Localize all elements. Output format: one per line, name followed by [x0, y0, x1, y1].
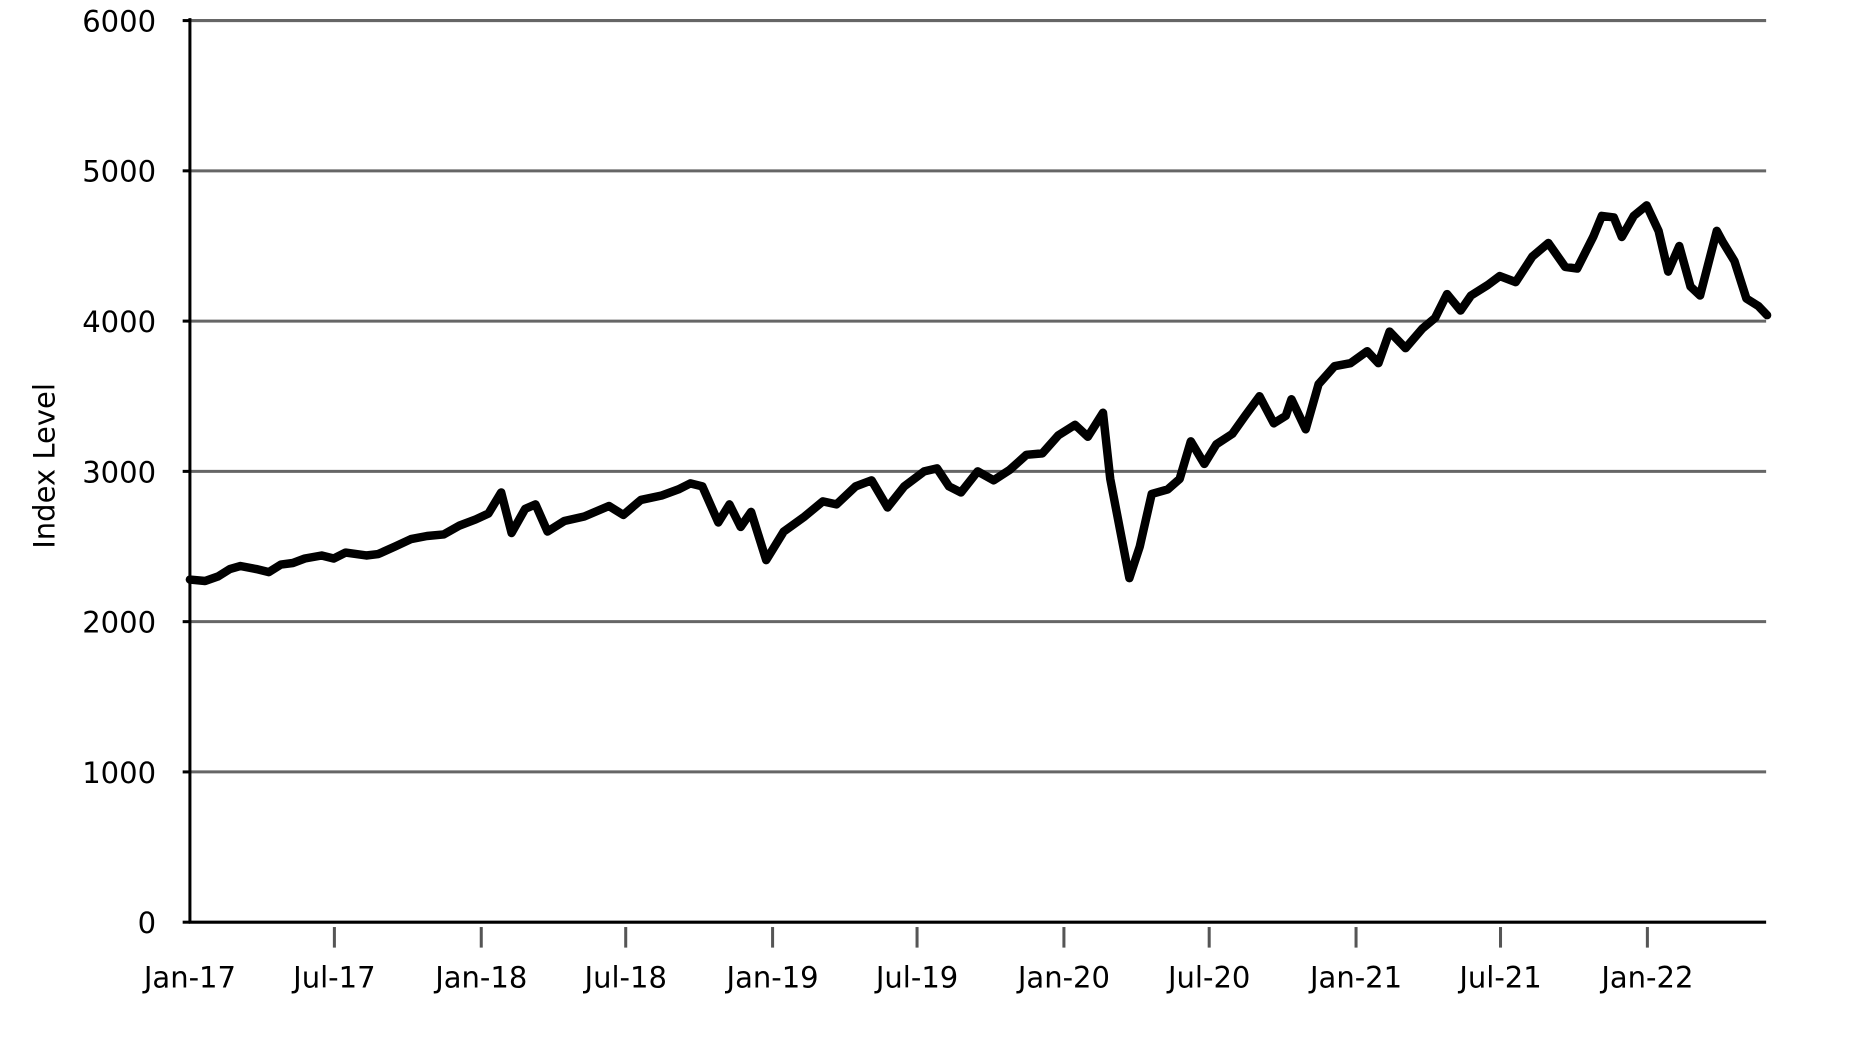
y-axis-ticks: 0 1000 2000 3000 4000 5000 6000: [82, 4, 190, 940]
series-line: [185, 201, 1772, 586]
y-tick-label: 6000: [82, 4, 156, 38]
x-tick-label: Jan-17: [142, 961, 236, 995]
y-tick-label: 1000: [82, 756, 156, 790]
y-tick-label: 2000: [82, 606, 156, 640]
y-tick-label: 4000: [82, 305, 156, 339]
x-tick-label: Jul-18: [583, 961, 667, 995]
x-tick-label: Jan-18: [433, 961, 527, 995]
x-tick-label: Jan-20: [1016, 961, 1110, 995]
x-tick-label: Jan-19: [725, 961, 819, 995]
x-tick-label: Jul-19: [874, 961, 958, 995]
x-tick-label: Jul-21: [1457, 961, 1541, 995]
x-axis-ticks: Jan-17 Jul-17 Jan-18 Jul-18 Jan-19 Jul-19 Jan-…: [142, 927, 1693, 995]
y-tick-label: 3000: [82, 455, 156, 489]
gridlines: [189, 19, 1767, 774]
y-tick-label: 5000: [82, 155, 156, 189]
y-tick-label: 0: [138, 906, 156, 940]
x-tick-label: Jul-17: [291, 961, 375, 995]
x-tick-label: Jan-21: [1308, 961, 1402, 995]
x-tick-label: Jan-22: [1599, 961, 1693, 995]
x-tick-label: Jul-20: [1166, 961, 1250, 995]
y-axis-label: Index Level: [27, 383, 61, 549]
